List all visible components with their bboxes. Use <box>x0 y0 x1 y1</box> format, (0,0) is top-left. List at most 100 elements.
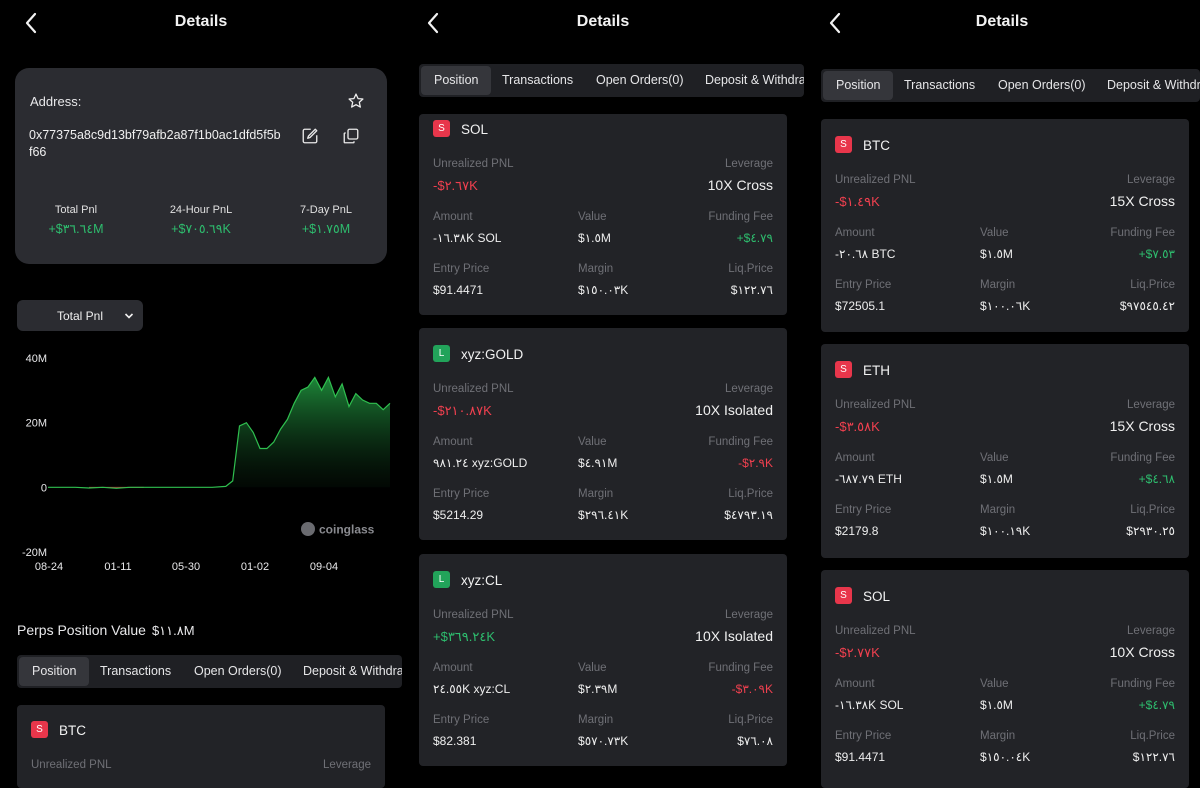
entry-price-label: Entry Price <box>433 714 490 726</box>
short-badge: S <box>835 587 852 604</box>
tab-transactions[interactable]: Transactions <box>502 73 574 87</box>
tab-bar: Position Transactions Open Orders(0) Dep… <box>419 64 804 97</box>
tab-transactions[interactable]: Transactions <box>904 78 976 92</box>
unrealized-pnl-label: Unrealized PNL <box>433 383 514 395</box>
tab-position[interactable]: Position <box>421 66 492 95</box>
watermark-text: coinglass <box>319 523 375 537</box>
amount-label: Amount <box>433 211 473 223</box>
chevron-down-icon <box>124 313 134 319</box>
entry-price-label: Entry Price <box>835 730 892 742</box>
position-card[interactable]: S BTC Unrealized PNL Leverage -$١.٤٩K 15… <box>821 119 1189 332</box>
wallet-address: 0x77375a8c9d13bf79afb2a87f1b0ac1dfd5f5bf… <box>29 128 281 159</box>
margin-label: Margin <box>578 714 614 726</box>
long-badge: L <box>433 345 450 362</box>
details-screen-2: Details Position Transactions Open Order… <box>402 0 804 788</box>
value-label: Value <box>578 211 607 223</box>
entry-price-value: $91.4471 <box>433 283 484 297</box>
position-symbol: SOL <box>863 589 891 604</box>
stat-label: Total Pnl <box>54 204 98 216</box>
entry-price-value: $82.381 <box>433 734 477 748</box>
amount-value: -٦٨٧.٧٩ ETH <box>835 472 902 486</box>
position-value: $١.٥M <box>980 247 1013 261</box>
short-badge: S <box>433 120 450 137</box>
long-badge: L <box>433 571 450 588</box>
leverage-value: 15X Cross <box>1109 193 1175 209</box>
stat-label: 7-Day PnL <box>300 204 352 216</box>
page-title: Details <box>576 13 630 30</box>
entry-price-label: Entry Price <box>433 488 490 500</box>
edit-icon[interactable] <box>301 127 319 145</box>
perps-position-value: Perps Position Value $١١.٨M <box>17 622 195 639</box>
funding-fee-label: Funding Fee <box>708 436 773 448</box>
pnl-type-select[interactable]: Total Pnl <box>17 300 143 331</box>
unrealized-pnl-label: Unrealized PNL <box>835 625 916 637</box>
tab-deposit-withdraw[interactable]: Deposit & Withdra <box>1107 78 1200 92</box>
unrealized-pnl-label: Unrealized PNL <box>433 609 514 621</box>
position-card[interactable]: S SOL Unrealized PNL Leverage -$٢.٦٧K 10… <box>419 114 787 315</box>
tab-open-orders[interactable]: Open Orders(0) <box>596 73 684 87</box>
unrealized-pnl-value: -$١.٤٩K <box>835 194 880 209</box>
liq-price-value: $٢٩٣٠.٢٥ <box>1126 524 1175 538</box>
unrealized-pnl-label: Unrealized PNL <box>433 158 514 170</box>
amount-value: -٢٠.٦٨ BTC <box>835 247 896 261</box>
amount-label: Amount <box>835 452 875 464</box>
liq-price-label: Liq.Price <box>1130 279 1175 291</box>
position-card[interactable]: L xyz:GOLD Unrealized PNL Leverage -$٢١٠… <box>419 328 787 540</box>
stat-label: 24-Hour PnL <box>169 204 233 216</box>
margin-label: Margin <box>980 730 1016 742</box>
amount-label: Amount <box>433 662 473 674</box>
funding-fee-value: +$٤.٧٩ <box>736 231 773 245</box>
position-card[interactable]: S SOL Unrealized PNL Leverage -$٢.٧٧K 10… <box>821 570 1189 788</box>
position-card[interactable]: S ETH Unrealized PNL Leverage -$٣.٥٨K 15… <box>821 344 1189 558</box>
position-card-partial[interactable]: S BTC Unrealized PNL Leverage <box>17 705 385 788</box>
amount-label: Amount <box>835 678 875 690</box>
24h-pnl-stat: 24-Hour PnL +$٧٠٥.٦٩K <box>146 204 256 236</box>
short-badge: S <box>835 361 852 378</box>
tab-bar: Position Transactions Open Orders(0) Dep… <box>821 69 1200 102</box>
position-symbol: BTC <box>59 723 86 738</box>
tab-position[interactable]: Position <box>19 657 90 686</box>
unrealized-pnl-value: -$٣.٥٨K <box>835 419 880 434</box>
back-arrow-icon[interactable] <box>422 10 446 36</box>
header: Details <box>0 0 402 46</box>
x-tick-label: 01-11 <box>104 561 131 573</box>
tab-deposit-withdraw[interactable]: Deposit & Withdra <box>303 664 402 678</box>
tab-open-orders[interactable]: Open Orders(0) <box>998 78 1086 92</box>
margin-label: Margin <box>578 263 614 275</box>
x-tick-label: 09-04 <box>310 561 338 573</box>
y-tick-label: -20M <box>22 547 47 559</box>
value-label: Value <box>578 662 607 674</box>
leverage-value: 15X Cross <box>1109 418 1175 434</box>
liq-price-value: $٤٧٩٣.١٩ <box>724 508 773 522</box>
amount-label: Amount <box>433 436 473 448</box>
x-tick-label: 08-24 <box>35 561 63 573</box>
unrealized-pnl-value: -$٢.٧٧K <box>835 645 880 660</box>
value-label: Value <box>980 227 1009 239</box>
tab-open-orders[interactable]: Open Orders(0) <box>194 664 282 678</box>
unrealized-pnl-value: -$٢.٦٧K <box>433 178 478 193</box>
copy-icon[interactable] <box>342 127 360 145</box>
star-icon[interactable] <box>347 92 365 110</box>
leverage-label: Leverage <box>1127 625 1175 637</box>
margin-label: Margin <box>980 279 1016 291</box>
funding-fee-label: Funding Fee <box>708 662 773 674</box>
amount-label: Amount <box>835 227 875 239</box>
funding-fee-value: -$٢.٩K <box>738 456 773 470</box>
tab-deposit-withdraw[interactable]: Deposit & Withdra <box>705 73 804 87</box>
unrealized-pnl-label: Unrealized PNL <box>835 399 916 411</box>
margin-value: $٢٩٦.٤١K <box>578 508 629 522</box>
back-arrow-icon[interactable] <box>824 10 848 36</box>
details-screen-3: Details Position Transactions Open Order… <box>804 0 1200 788</box>
tab-transactions[interactable]: Transactions <box>100 664 172 678</box>
header: Details <box>402 0 804 46</box>
leverage-value: 10X Cross <box>707 177 773 193</box>
position-card[interactable]: L xyz:CL Unrealized PNL Leverage +$٣٦٩.٢… <box>419 554 787 766</box>
back-arrow-icon[interactable] <box>20 10 44 36</box>
position-symbol: xyz:GOLD <box>461 347 524 362</box>
liq-price-label: Liq.Price <box>1130 730 1175 742</box>
tab-position[interactable]: Position <box>823 71 894 100</box>
margin-label: Margin <box>980 504 1016 516</box>
margin-value: $١٠٠.١٩K <box>980 524 1031 538</box>
position-symbol: ETH <box>863 363 890 378</box>
address-label: Address: <box>30 94 82 109</box>
